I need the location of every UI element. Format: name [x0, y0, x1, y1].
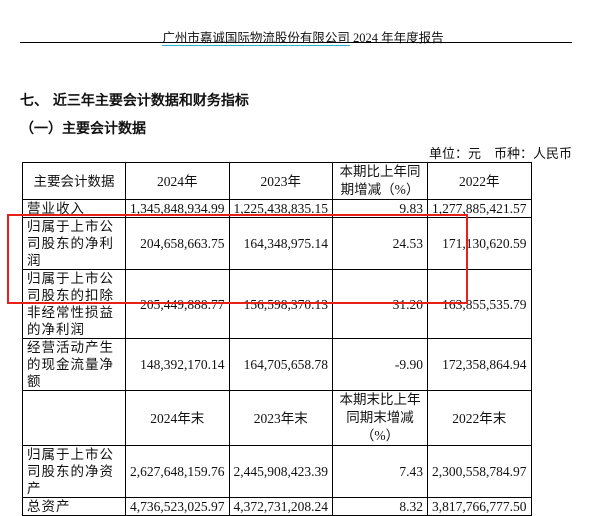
column-header: 2024年: [125, 162, 230, 200]
table-row: 归属于上市公司股东的扣除非经常性损益的净利润 205,449,888.77 156,…: [22, 269, 532, 339]
column-header: 2024年末: [125, 390, 230, 446]
cell-value: 1,345,848,934.99: [125, 199, 230, 218]
cell-value: 164,705,658.78: [228, 338, 333, 391]
section-title: 七、 近三年主要会计数据和财务指标: [20, 93, 249, 109]
table-header-row: 2024年末 2023年末 本期末比上年同期末增减（%） 2022年末: [22, 390, 532, 446]
table-row: 营业收入 1,345,848,934.99 1,225,438,835.15 9.83…: [22, 199, 532, 218]
cell-value: 4,372,731,208.24: [228, 497, 333, 516]
cell-value: 172,358,864.94: [427, 338, 532, 391]
cell-value: 164,348,975.14: [228, 217, 333, 270]
cell-value: 2,445,908,423.39: [228, 445, 333, 498]
column-header: 2023年末: [228, 390, 333, 446]
cell-value: 9.83: [332, 199, 428, 218]
page-header: 广州市嘉诚国际物流股份有限公司 2024 年年度报告: [0, 27, 606, 46]
row-label: 归属于上市公司股东的净资产: [22, 445, 126, 498]
column-header: 2023年: [228, 162, 333, 200]
cell-value: 2,300,558,784.97: [427, 445, 532, 498]
cell-value: 163,855,535.79: [427, 269, 532, 339]
subsection-title: （一）主要会计数据: [20, 121, 146, 137]
cell-value: 156,598,370.13: [228, 269, 333, 339]
row-label: 归属于上市公司股东的扣除非经常性损益的净利润: [22, 269, 126, 339]
column-header: 2022年末: [427, 390, 532, 446]
column-header: 主要会计数据: [22, 162, 126, 200]
cell-value: 3,817,766,777.50: [427, 497, 532, 516]
table-row: 归属于上市公司股东的净资产 2,627,648,159.76 2,445,908,4…: [22, 445, 532, 498]
cell-value: 148,392,170.14: [125, 338, 230, 391]
table-row: 归属于上市公司股东的净利润 204,658,663.75 164,348,975.1…: [22, 217, 532, 270]
company-name-link[interactable]: 广州市嘉诚国际物流股份有限公司: [162, 31, 350, 46]
cell-value: 1,277,885,421.57: [427, 199, 532, 218]
row-label: 经营活动产生的现金流量净额: [22, 338, 126, 391]
column-header: 本期末比上年同期末增减（%）: [332, 390, 428, 446]
cell-value: 31.20: [332, 269, 428, 339]
cell-value: 171,130,620.59: [427, 217, 532, 270]
unit-note: 单位：元 币种：人民币: [428, 146, 572, 161]
table-row: 经营活动产生的现金流量净额 148,392,170.14 164,705,658.7…: [22, 338, 532, 391]
cell-value: 2,627,648,159.76: [125, 445, 230, 498]
cell-value: 4,736,523,025.97: [125, 497, 230, 516]
column-header: [22, 390, 126, 446]
cell-value: 204,658,663.75: [125, 217, 230, 270]
row-label: 营业收入: [22, 199, 126, 218]
table-header-row: 主要会计数据 2024年 2023年 本期比上年同期增减（%） 2022年: [22, 162, 532, 200]
column-header: 2022年: [427, 162, 532, 200]
cell-value: 1,225,438,835.15: [228, 199, 333, 218]
header-divider: [20, 42, 572, 43]
cell-value: 7.43: [332, 445, 428, 498]
cell-value: 205,449,888.77: [125, 269, 230, 339]
accounting-data-table: 主要会计数据 2024年 2023年 本期比上年同期增减（%） 2022年 营业收入 1,3…: [22, 162, 532, 516]
row-label: 归属于上市公司股东的净利润: [22, 217, 126, 270]
table-row: 总资产 4,736,523,025.97 4,372,731,208.24 8.32 3…: [22, 497, 532, 516]
cell-value: 24.53: [332, 217, 428, 270]
row-label: 总资产: [22, 497, 126, 516]
column-header: 本期比上年同期增减（%）: [332, 162, 428, 200]
cell-value: 8.32: [332, 497, 428, 516]
cell-value: -9.90: [332, 338, 428, 391]
report-title: 2024 年年度报告: [353, 31, 444, 45]
